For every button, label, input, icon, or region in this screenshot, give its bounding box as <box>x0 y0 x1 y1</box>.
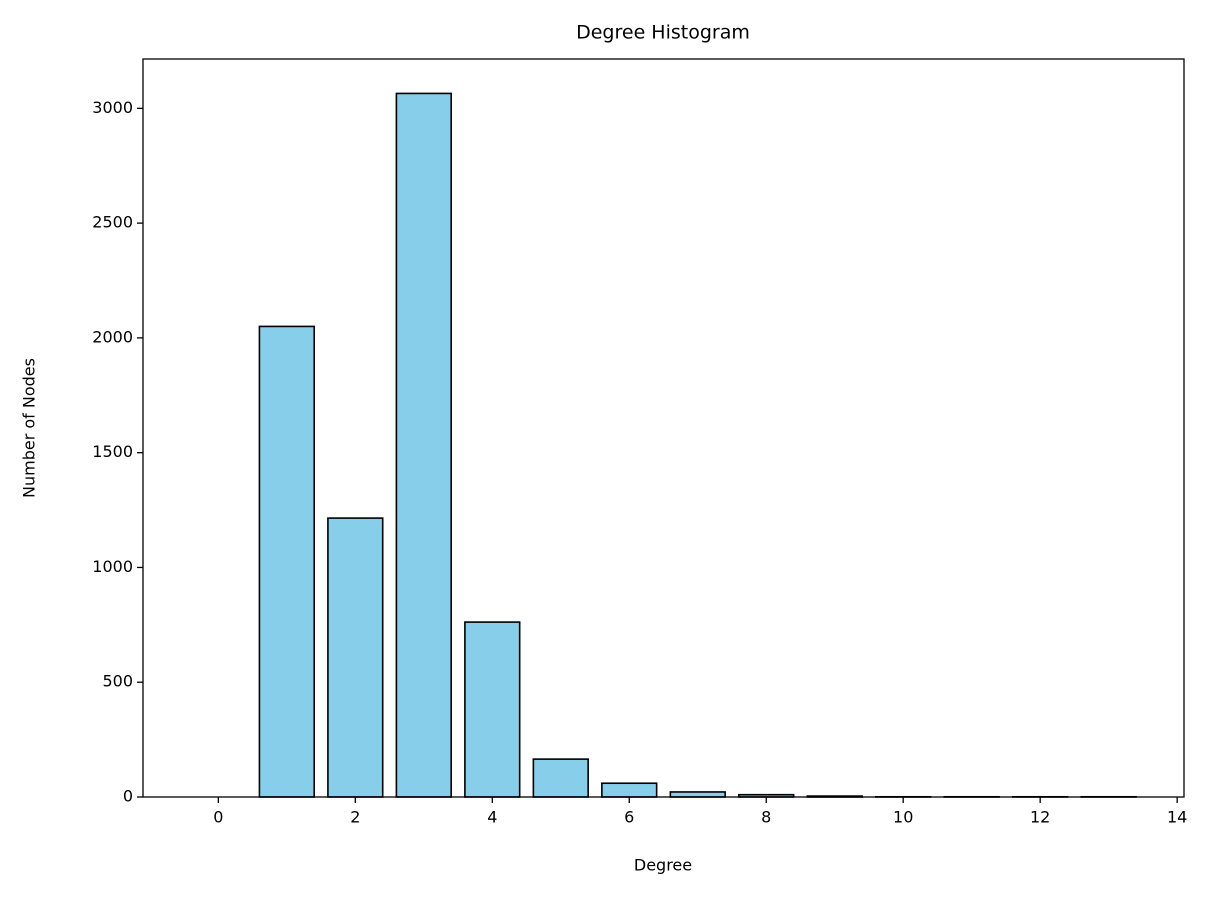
x-tick-label: 14 <box>1167 808 1187 827</box>
x-tick-label: 12 <box>1030 808 1050 827</box>
bar <box>601 782 658 798</box>
y-tick-label: 1500 <box>92 442 133 461</box>
y-tick-label: 2000 <box>92 327 133 346</box>
x-tick-label: 8 <box>761 808 771 827</box>
x-axis-label: Degree <box>634 856 692 875</box>
x-tick-label: 0 <box>213 808 223 827</box>
y-tick-label: 1000 <box>92 557 133 576</box>
y-tick-label: 500 <box>102 672 133 691</box>
y-tick-label: 0 <box>123 787 133 806</box>
y-tick-label: 3000 <box>92 98 133 117</box>
bar <box>258 325 316 798</box>
chart-title: Degree Histogram <box>576 22 750 44</box>
x-tick-label: 4 <box>487 808 497 827</box>
x-tick-label: 2 <box>350 808 360 827</box>
bar <box>327 517 384 798</box>
bar <box>464 621 521 798</box>
x-tick-label: 10 <box>893 808 913 827</box>
bar <box>669 791 726 798</box>
plot-frame <box>142 58 1185 798</box>
bar <box>395 92 452 798</box>
bar <box>532 758 589 798</box>
x-tick-label: 6 <box>624 808 634 827</box>
y-axis-label: Number of Nodes <box>20 358 39 498</box>
y-tick-label: 2500 <box>92 213 133 232</box>
